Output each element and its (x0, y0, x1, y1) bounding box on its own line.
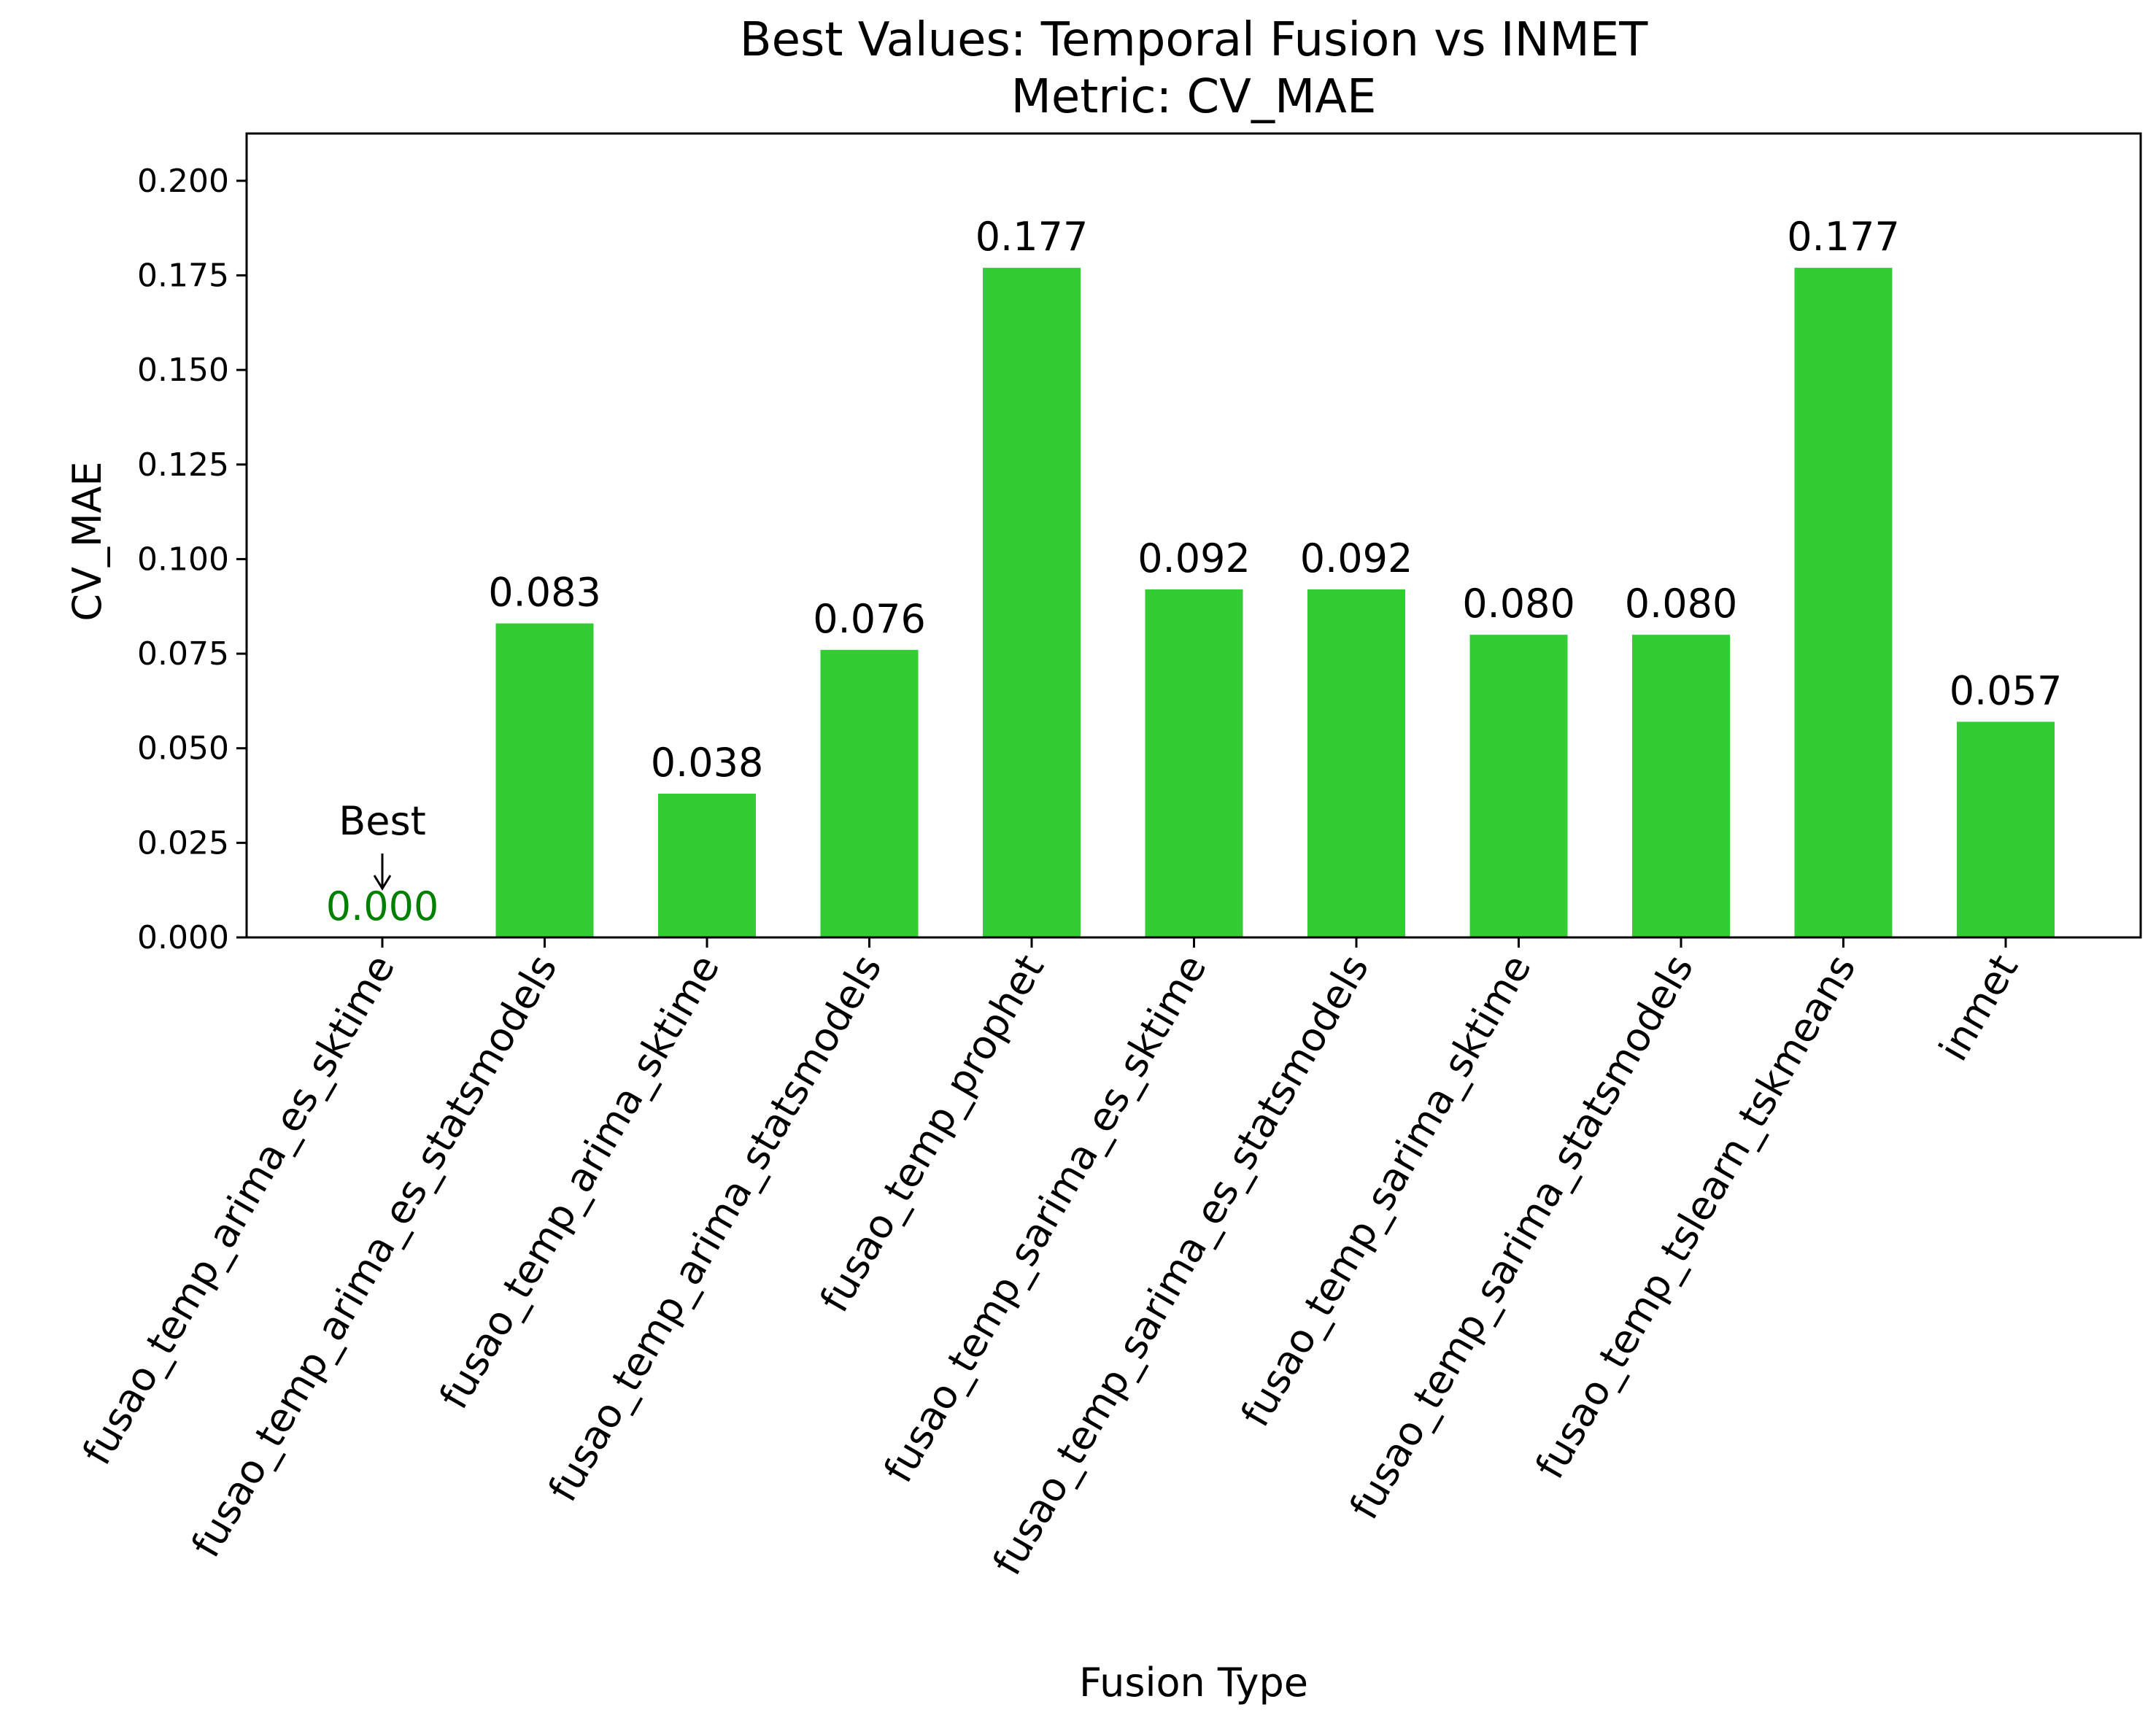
y-tick-label: 0.150 (137, 352, 229, 389)
bar-series (495, 268, 2055, 937)
bar-value-label: 0.092 (1137, 535, 1251, 581)
bar-value-label: 0.092 (1300, 535, 1413, 581)
bar (658, 793, 756, 937)
best-arrow-head (373, 875, 392, 891)
y-tick-label: 0.000 (137, 919, 229, 956)
y-axis-label: CV_MAE (64, 461, 110, 621)
y-tick-label: 0.025 (137, 824, 229, 862)
bar (1794, 268, 1893, 937)
bar (1307, 589, 1405, 937)
y-tick-label: 0.100 (137, 541, 229, 578)
bar (1145, 589, 1243, 937)
best-annotation: Best (339, 798, 426, 891)
bar-value-label: 0.038 (651, 740, 764, 786)
x-axis-label: Fusion Type (1079, 1660, 1308, 1706)
y-axis: 0.000 0.025 0.050 0.075 0.100 0.125 0.150 0.175… (137, 163, 247, 956)
chart-subtitle: Metric: CV_MAE (1011, 70, 1377, 124)
plot-frame (245, 132, 2142, 939)
chart-title: Best Values: Temporal Fusion vs INMET (740, 13, 1648, 67)
y-tick-label: 0.175 (137, 257, 229, 294)
bar (1469, 635, 1568, 937)
value-labels: 0.000 0.083 0.038 0.076 0.177 0.092 0.092 0.080… (326, 214, 2063, 929)
bar-value-label: 0.177 (1787, 214, 1900, 260)
bar (983, 268, 1081, 937)
bar (1632, 635, 1730, 937)
bar (1957, 721, 2055, 937)
bar-value-label: 0.177 (975, 214, 1089, 260)
bar (820, 649, 919, 937)
y-tick-label: 0.075 (137, 635, 229, 673)
bar-value-label: 0.076 (813, 596, 926, 642)
best-value-label: 0.000 (326, 883, 439, 929)
bar-value-label: 0.080 (1462, 581, 1575, 627)
bar (495, 623, 594, 937)
bar-value-label: 0.080 (1625, 581, 1738, 627)
y-tick-label: 0.200 (137, 163, 229, 200)
best-annotation-text: Best (339, 798, 426, 844)
bar-value-label: 0.083 (488, 570, 601, 616)
y-tick-label: 0.050 (137, 730, 229, 767)
bar-value-label: 0.057 (1950, 667, 2063, 713)
y-tick-label: 0.125 (137, 446, 229, 484)
